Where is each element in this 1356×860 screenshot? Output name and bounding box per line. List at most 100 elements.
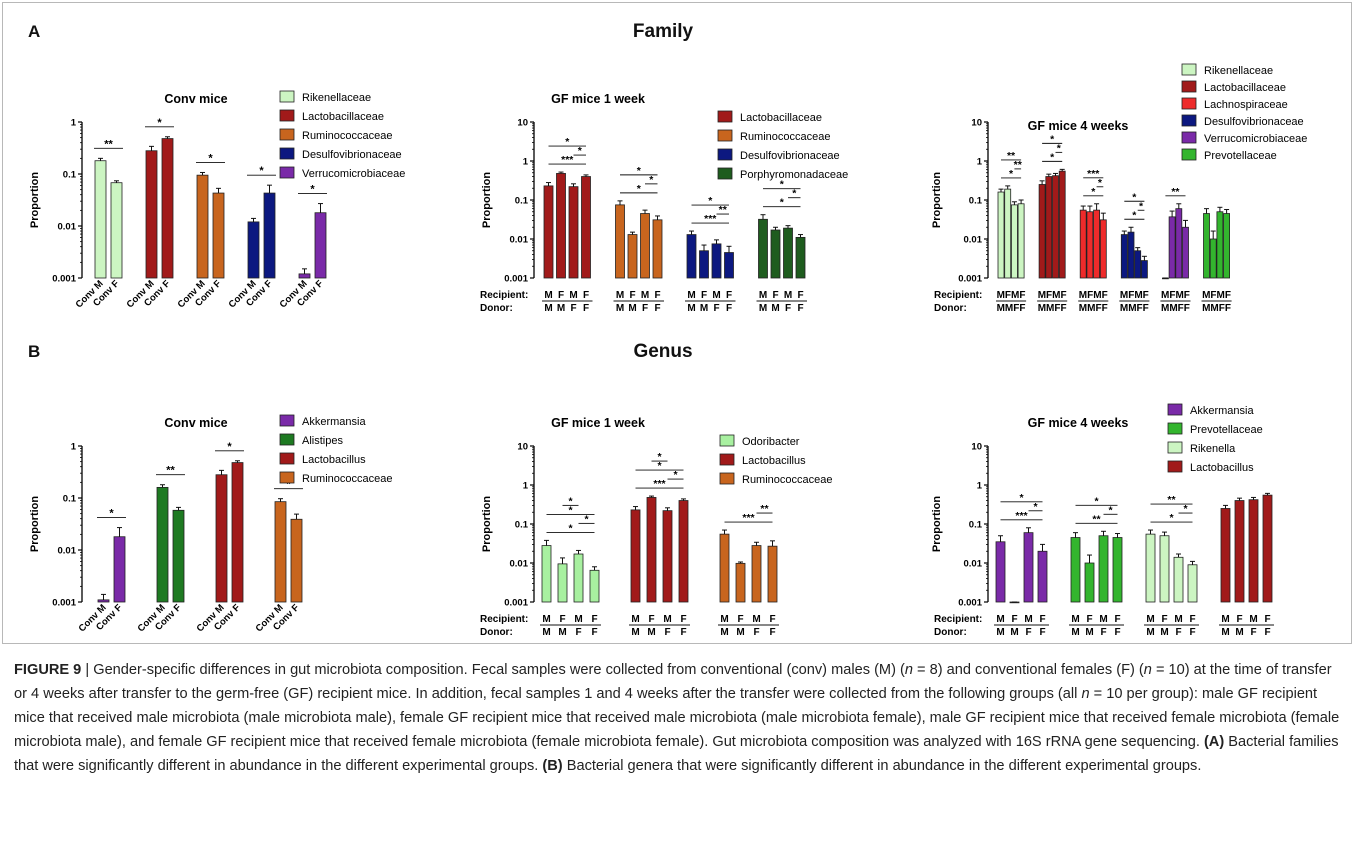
recipient-values: MFMF <box>1079 290 1108 301</box>
legend-swatch <box>279 109 295 122</box>
caption-separator: | <box>81 662 94 678</box>
donor-value: M <box>544 303 552 314</box>
recipient-values: MFMF <box>997 290 1026 301</box>
significance-label: * <box>1009 168 1014 180</box>
significance-label: * <box>673 469 678 481</box>
bar <box>652 219 663 279</box>
recipient-label: Recipient: <box>480 614 528 625</box>
y-tick-label: 1 <box>977 157 983 168</box>
bar <box>1093 209 1101 279</box>
donor-value: M <box>616 303 624 314</box>
y-tick-label: 10 <box>517 118 528 129</box>
bar <box>581 176 591 279</box>
legend-swatch <box>719 434 735 447</box>
recipient-value: F <box>769 614 775 625</box>
y-tick-label: 0.001 <box>52 598 76 609</box>
y-axis-label: Proportion <box>481 496 493 552</box>
bar <box>678 500 689 603</box>
donor-value: F <box>642 303 648 314</box>
caption-b-label: (B) <box>542 758 563 774</box>
donor-value: M <box>771 303 779 314</box>
bar <box>1017 203 1025 279</box>
donor-value: M <box>720 627 728 638</box>
legend-swatch <box>1181 97 1197 110</box>
donor-values: MMFF <box>997 303 1026 314</box>
y-tick-label: 1 <box>523 481 529 492</box>
bar <box>1168 216 1176 279</box>
bar <box>1234 500 1245 603</box>
bar <box>1209 238 1217 279</box>
significance-label: * <box>708 195 713 207</box>
recipient-value: M <box>1249 614 1257 625</box>
donor-value: M <box>1146 627 1154 638</box>
recipient-value: F <box>726 290 732 301</box>
recipient-value: M <box>544 290 552 301</box>
bar <box>751 545 762 603</box>
significance-label: ** <box>760 503 769 515</box>
recipient-value: F <box>680 614 686 625</box>
bar <box>1159 535 1170 603</box>
recipient-value: M <box>752 614 760 625</box>
donor-value: F <box>680 627 686 638</box>
bar <box>110 182 123 279</box>
significance-label: * <box>568 522 573 534</box>
legend-label: Ruminococcaceae <box>302 473 393 485</box>
donor-value: F <box>575 627 581 638</box>
panel-b-title: Genus <box>633 341 693 362</box>
bar <box>113 536 126 603</box>
y-tick-label: 0.01 <box>58 546 77 557</box>
y-tick-label: 0.01 <box>964 559 983 570</box>
donor-label: Donor: <box>480 627 513 638</box>
bar <box>1070 537 1081 603</box>
bar <box>783 227 793 279</box>
y-tick-label: 1 <box>523 157 529 168</box>
bar <box>1023 532 1034 603</box>
donor-value: F <box>1264 627 1270 638</box>
significance-label: * <box>286 479 291 491</box>
donor-value: F <box>664 627 670 638</box>
donor-value: M <box>628 303 636 314</box>
legend-swatch <box>1167 460 1183 473</box>
bar <box>795 236 806 279</box>
bar <box>156 486 169 603</box>
bar <box>1223 213 1231 279</box>
legend-swatch <box>1167 403 1183 416</box>
recipient-value: F <box>737 614 743 625</box>
bar <box>630 509 641 603</box>
donor-value: M <box>558 627 566 638</box>
donor-value: F <box>570 303 576 314</box>
significance-label: * <box>584 513 589 525</box>
significance-label: * <box>649 174 654 186</box>
bar <box>589 569 600 603</box>
y-tick-label: 1 <box>977 481 983 492</box>
legend-swatch <box>279 452 295 465</box>
donor-value: F <box>753 627 759 638</box>
bar <box>557 563 568 603</box>
chart-b-gf4: GF mice 4 weeks Proportion 0.001 0.01 0.1 1 10… <box>931 403 1274 638</box>
donor-value: F <box>1250 627 1256 638</box>
significance-label: ** <box>1014 159 1023 171</box>
y-tick-label: 0.01 <box>510 235 529 246</box>
y-tick-label: 0.01 <box>964 235 983 246</box>
bar <box>1079 209 1087 279</box>
legend-swatch <box>279 471 295 484</box>
significance-label: * <box>780 197 785 209</box>
donor-value: F <box>713 303 719 314</box>
legend-swatch <box>279 433 295 446</box>
donor-value: F <box>591 627 597 638</box>
recipient-value: M <box>687 290 695 301</box>
recipient-value: F <box>1236 614 1242 625</box>
bar <box>1038 184 1046 279</box>
recipient-label: Recipient: <box>480 290 528 301</box>
y-axis-label: Proportion <box>931 172 943 228</box>
bar <box>711 243 722 279</box>
legend-swatch <box>717 148 733 161</box>
significance-label: *** <box>704 213 717 225</box>
legend-label: Ruminococcaceae <box>740 131 831 143</box>
recipient-value: F <box>654 290 660 301</box>
caption-a-label: (A) <box>1203 734 1225 750</box>
legend-swatch <box>279 90 295 103</box>
significance-label: *** <box>653 478 666 490</box>
legend-swatch <box>1181 80 1197 93</box>
donor-value: F <box>785 303 791 314</box>
